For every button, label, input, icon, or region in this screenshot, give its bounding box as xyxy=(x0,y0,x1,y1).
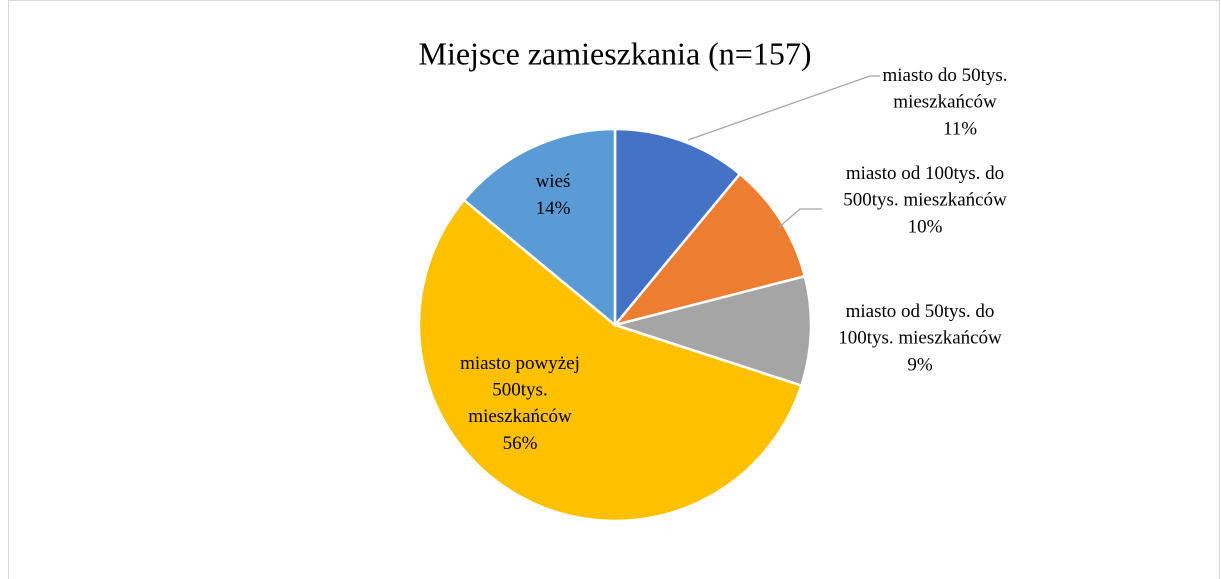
chart-frame xyxy=(8,0,1220,579)
leader-line xyxy=(777,208,822,229)
pie-slice xyxy=(462,127,617,328)
value-label: 56% xyxy=(503,433,538,454)
value-label: 14% xyxy=(536,198,571,219)
category-label: miasto od 100tys. do 500tys. mieszkańców xyxy=(843,163,1007,211)
category-label: miasto powyżej 500tys. mieszkańców xyxy=(460,353,580,427)
leader-line xyxy=(687,75,880,141)
value-label: 11% xyxy=(943,118,977,139)
pie-slice xyxy=(610,274,813,388)
category-label: miasto od 50tys. do 100tys. mieszkańców xyxy=(838,301,1002,349)
value-label: 10% xyxy=(908,216,943,237)
category-label: wieś xyxy=(536,171,571,192)
pie-slice xyxy=(417,198,803,523)
pie-slice xyxy=(613,127,742,329)
category-label: miasto do 50tys. mieszkańców xyxy=(882,65,1007,113)
pie xyxy=(417,127,813,523)
chart-title: Miejsce zamieszkania (n=157) xyxy=(419,35,812,71)
value-label: 9% xyxy=(907,354,933,375)
labels: miasto do 50tys. mieszkańców 11% miasto od … xyxy=(460,65,1007,454)
